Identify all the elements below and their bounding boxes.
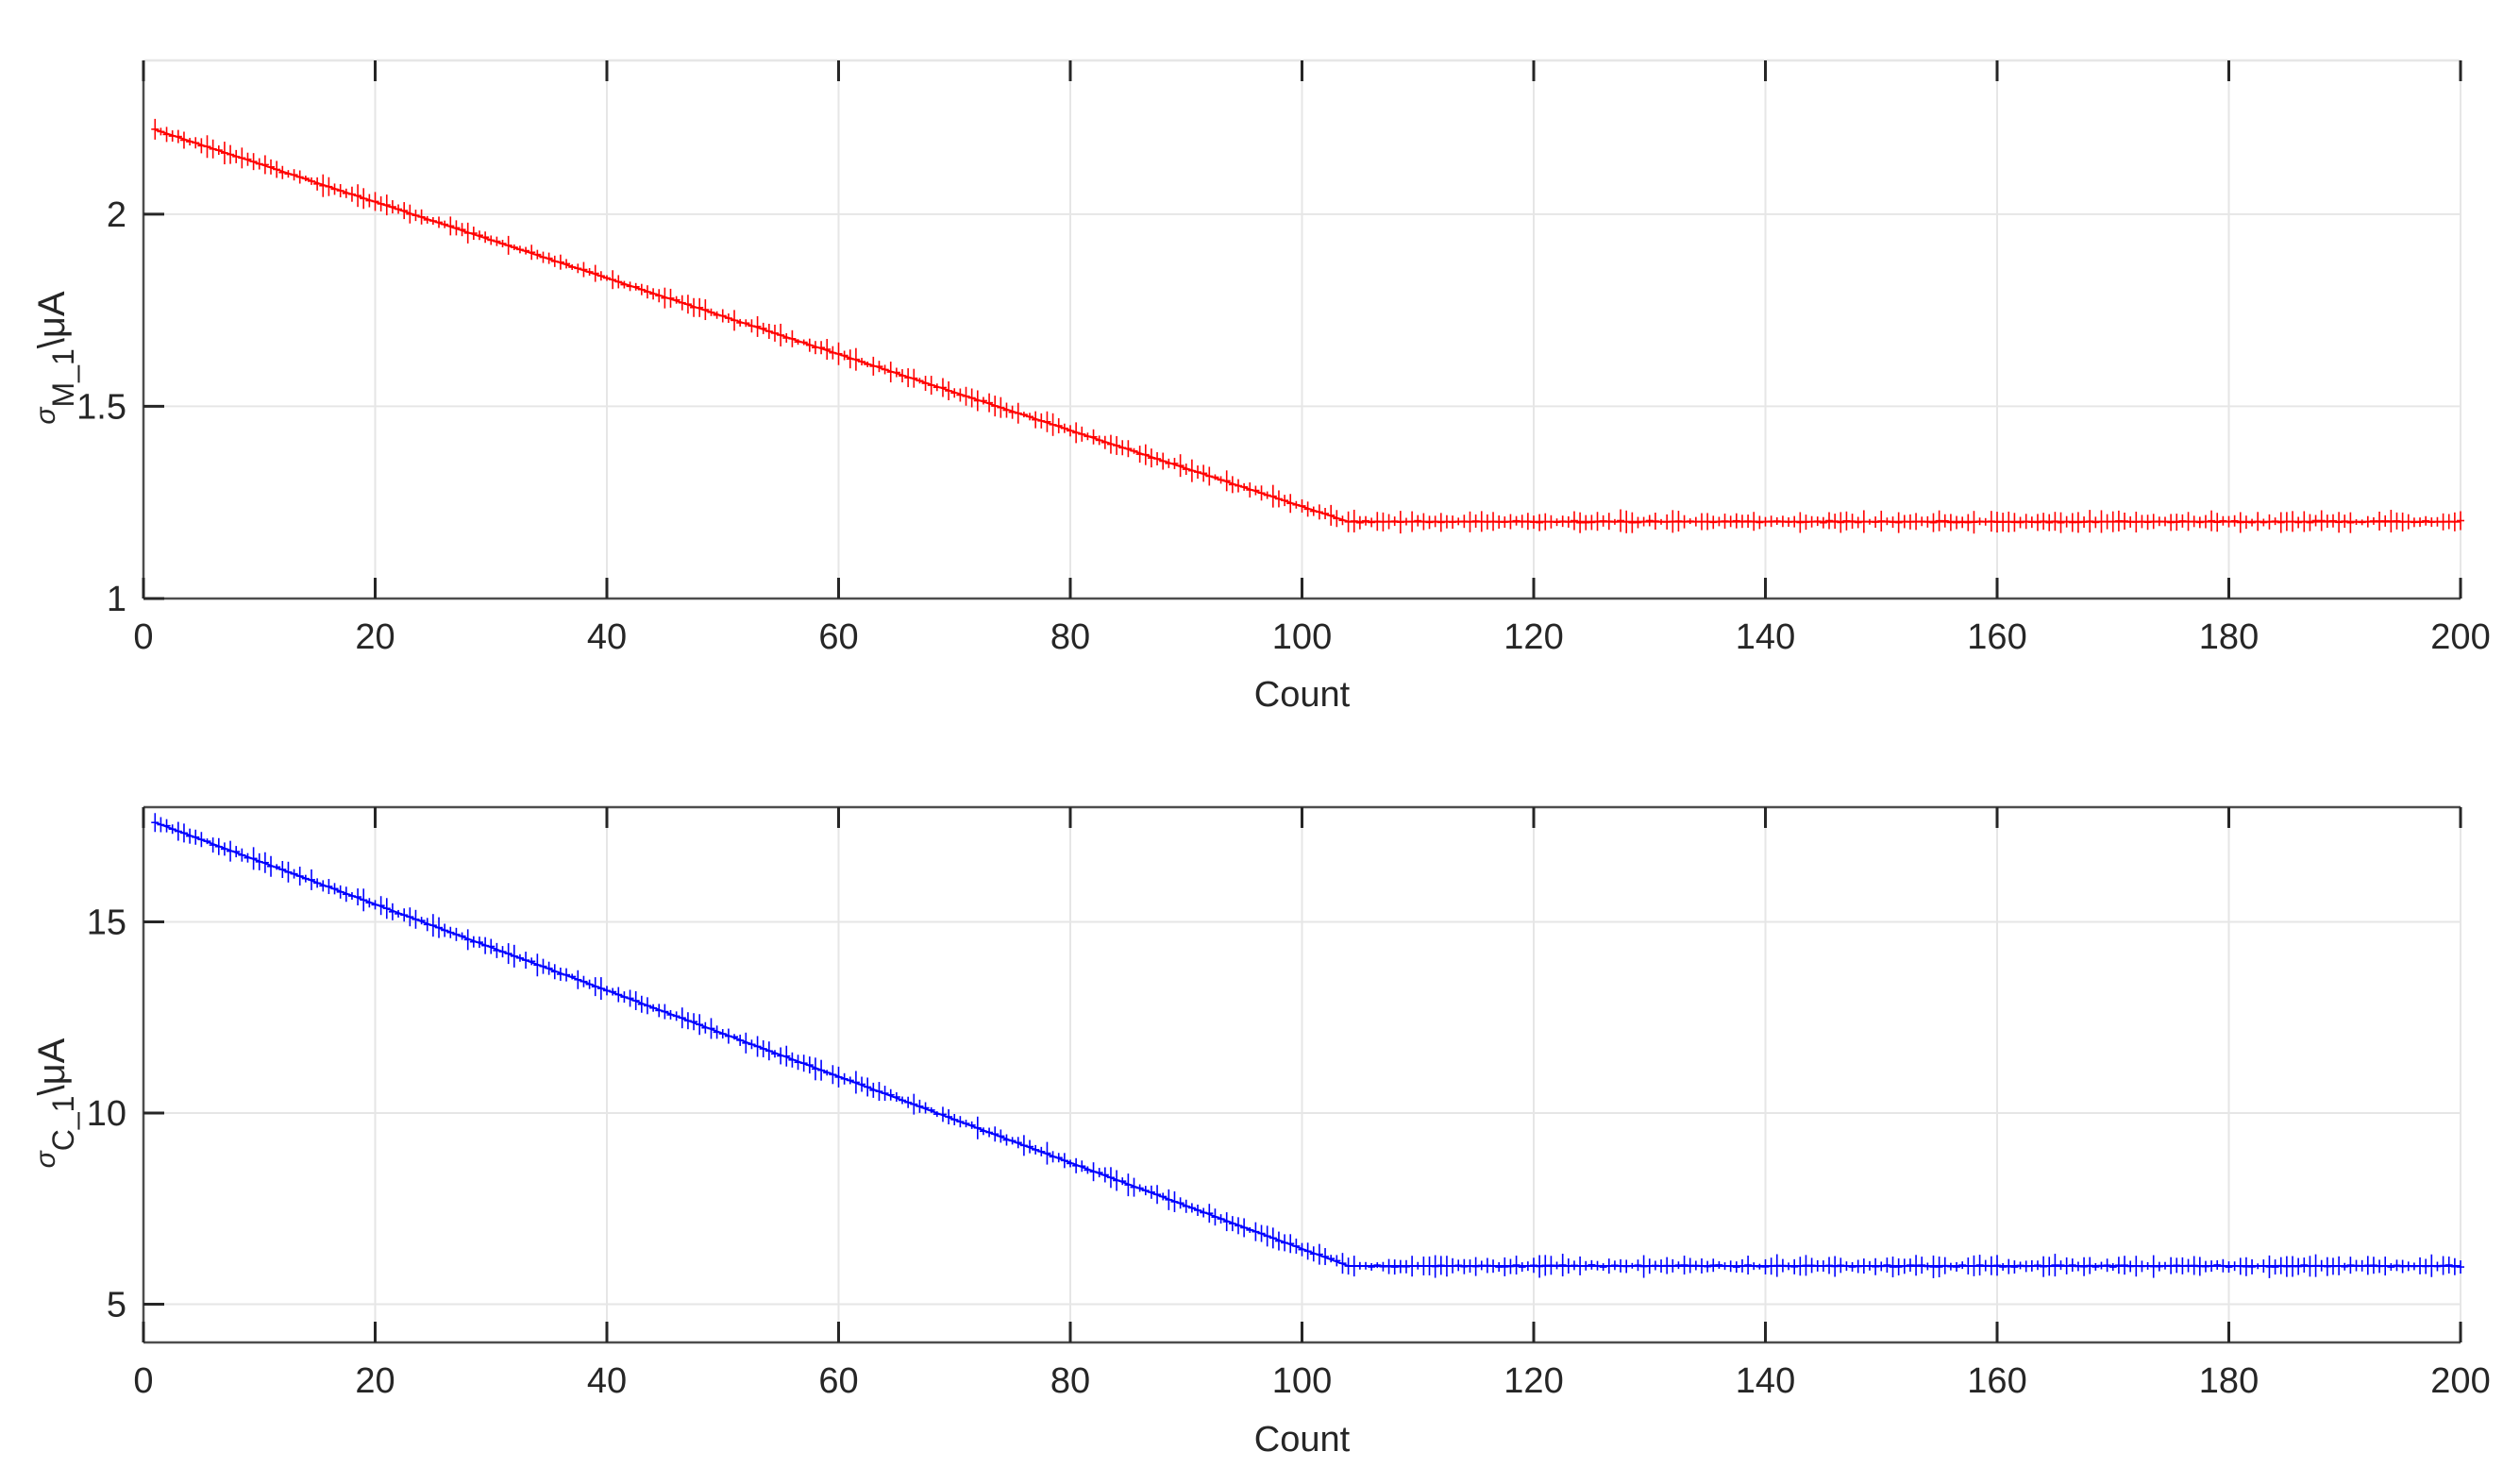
x-tick-label: 200 — [2430, 617, 2490, 657]
x-tick-label: 60 — [818, 1361, 858, 1401]
x-tick-label: 100 — [1272, 1361, 1332, 1401]
y-tick-label: 10 — [87, 1094, 126, 1134]
x-tick-label: 0 — [133, 617, 153, 657]
x-tick-label: 160 — [1967, 617, 2026, 657]
x-axis-label: Count — [1254, 1420, 1351, 1460]
x-tick-label: 120 — [1504, 617, 1563, 657]
x-tick-label: 20 — [355, 1361, 395, 1401]
x-tick-label: 160 — [1967, 1361, 2026, 1401]
subplot-1: 0 20 40 60 80 100 120 140 160 180 200 1 1.5 2 Count σM_… — [30, 59, 2491, 715]
x-tick-label: 60 — [818, 617, 858, 657]
x-tick-label: 140 — [1736, 1361, 1795, 1401]
x-tick-label: 20 — [355, 617, 395, 657]
x-tick-label: 40 — [587, 1361, 627, 1401]
x-tick-label: 80 — [1050, 617, 1090, 657]
x-tick-label: 140 — [1736, 617, 1795, 657]
x-tick-label: 40 — [587, 617, 627, 657]
series-1 — [151, 813, 2464, 1278]
y-axis-label: σM_1\μA — [30, 291, 80, 425]
x-tick-label: 180 — [2199, 1361, 2259, 1401]
subplot-2: 0 20 40 60 80 100 120 140 160 180 200 5 10 15 Count σC_… — [30, 805, 2491, 1460]
x-tick-label: 120 — [1504, 1361, 1563, 1401]
x-tick-label: 80 — [1050, 1361, 1090, 1401]
x-tick-label: 180 — [2199, 617, 2259, 657]
y-axis-label: σC_1\μA — [30, 1038, 80, 1168]
y-tick-label: 2 — [107, 195, 126, 235]
x-tick-label: 100 — [1272, 617, 1332, 657]
y-tick-label: 5 — [107, 1286, 126, 1325]
y-tick-label: 1.5 — [76, 387, 126, 427]
x-axis-label: Count — [1254, 675, 1351, 715]
x-tick-label: 0 — [133, 1361, 153, 1401]
y-tick-label: 15 — [87, 903, 126, 943]
grid — [143, 807, 2461, 1342]
series-1 — [151, 118, 2464, 534]
x-tick-label: 200 — [2430, 1361, 2490, 1401]
y-tick-label: 1 — [107, 580, 126, 619]
series-line — [154, 821, 2461, 1267]
series-line — [154, 128, 2461, 523]
